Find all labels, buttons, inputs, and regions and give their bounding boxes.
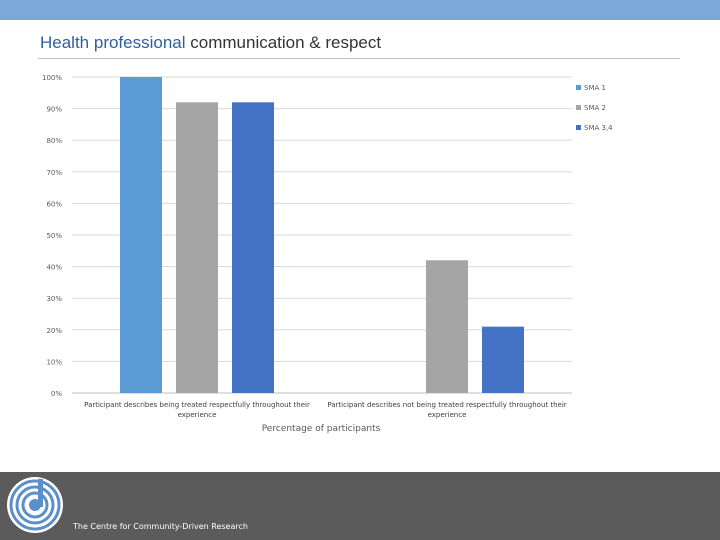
bar [426, 260, 468, 393]
y-tick-label: 90% [46, 106, 62, 114]
y-tick-label: 30% [46, 295, 62, 303]
title-divider [38, 58, 680, 59]
bar-chart: 0% 10% 20% 30% 40% 50% 60% 70% 80% 90% 100% Partic… [42, 74, 613, 434]
ccdr-logo-icon [7, 477, 63, 533]
slide-title-accent: Health professional [40, 33, 186, 52]
x-category-label: Participant describes not being treated … [327, 401, 566, 409]
x-category-label: experience [178, 411, 217, 419]
x-category-label: Participant describes being treated resp… [84, 401, 310, 409]
legend-swatch [576, 105, 581, 110]
slide-title: Health professional communication & resp… [40, 33, 381, 53]
bar [482, 326, 524, 393]
bar [232, 102, 274, 393]
legend-label: SMA 1 [584, 84, 606, 92]
footer-organization-name: The Centre for Community-Driven Research [73, 522, 248, 531]
slide-title-rest: communication & respect [185, 33, 382, 52]
y-tick-label: 50% [46, 232, 62, 240]
y-tick-label: 20% [46, 327, 62, 335]
bar [120, 77, 162, 393]
legend-swatch [576, 125, 581, 130]
x-axis-categories: Participant describes being treated resp… [84, 401, 567, 419]
y-tick-label: 70% [46, 169, 62, 177]
y-tick-label: 60% [46, 200, 62, 208]
chart-legend: SMA 1 SMA 2 SMA 3,4 [576, 84, 613, 132]
top-accent-bar [0, 0, 720, 20]
y-tick-label: 80% [46, 137, 62, 145]
y-axis-ticks: 0% 10% 20% 30% 40% 50% 60% 70% 80% 90% 100% [42, 74, 62, 398]
y-tick-label: 10% [46, 358, 62, 366]
y-tick-label: 100% [42, 74, 62, 82]
legend-swatch [576, 85, 581, 90]
bar [176, 102, 218, 393]
y-tick-label: 40% [46, 264, 62, 272]
x-axis-title: Percentage of participants [262, 424, 381, 434]
chart-bars [120, 77, 524, 393]
footer-bar: The Centre for Community-Driven Research [0, 472, 720, 540]
legend-label: SMA 2 [584, 104, 606, 112]
legend-label: SMA 3,4 [584, 124, 613, 132]
y-tick-label: 0% [51, 390, 62, 398]
x-category-label: experience [428, 411, 467, 419]
